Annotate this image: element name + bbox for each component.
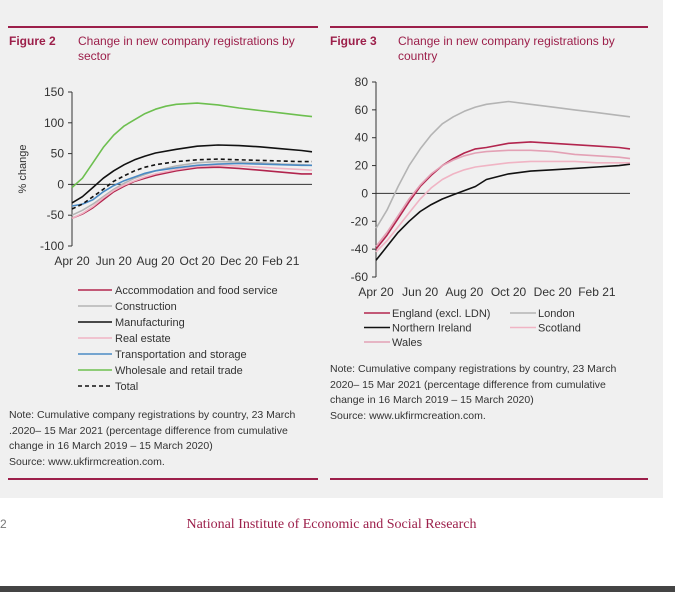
bottom-bar bbox=[0, 586, 675, 592]
note-line: 2020– 15 Mar 2021 (percentage difference… bbox=[330, 378, 606, 391]
figure-3-title-line: Change in new company registrations by bbox=[398, 34, 615, 48]
legend-label: Construction bbox=[115, 301, 177, 313]
publisher-footer: National Institute of Economic and Socia… bbox=[186, 517, 477, 532]
note-line: change in 16 March 2019 – 15 March 2020) bbox=[9, 440, 213, 452]
x-tick-label: Feb 21 bbox=[262, 254, 300, 268]
y-tick-label: 0 bbox=[57, 177, 64, 191]
y-tick-label: 150 bbox=[44, 85, 64, 99]
figure-2-title-line: Change in new company registrations by bbox=[78, 34, 295, 48]
x-tick-label: Jun 20 bbox=[402, 285, 438, 299]
figure-3-title-line: country bbox=[398, 49, 438, 63]
y-tick-label: 20 bbox=[355, 159, 369, 173]
bottom-rule-left bbox=[8, 478, 318, 480]
y-tick-label: -100 bbox=[40, 239, 64, 253]
legend-label: Wholesale and retail trade bbox=[115, 365, 243, 377]
series-line bbox=[375, 149, 631, 247]
y-tick-label: -20 bbox=[351, 214, 369, 228]
series-line bbox=[375, 160, 630, 253]
y-tick-label: -40 bbox=[351, 242, 369, 256]
page-number: 2 bbox=[0, 517, 7, 531]
note-line: .2020– 15 Mar 2021 (percentage differenc… bbox=[9, 424, 288, 437]
x-tick-label: Aug 20 bbox=[136, 254, 174, 268]
x-tick-label: Jun 20 bbox=[96, 254, 132, 268]
x-tick-label: Apr 20 bbox=[54, 254, 90, 268]
figure-3-label: Figure 3 bbox=[330, 34, 377, 48]
legend-label: Accommodation and food service bbox=[115, 285, 278, 297]
y-tick-label: 50 bbox=[51, 147, 65, 161]
legend-label: London bbox=[538, 308, 575, 320]
note-line: Source: www.ukfirmcreation.com. bbox=[330, 409, 486, 422]
legend-label: Scotland bbox=[538, 323, 581, 335]
x-tick-label: Aug 20 bbox=[445, 285, 483, 299]
figure-2-title: Change in new company registrations by s… bbox=[78, 34, 295, 64]
note-line: Note: Cumulative company registrations b… bbox=[330, 363, 617, 375]
y-tick-label: 100 bbox=[44, 116, 64, 130]
y-tick-label: -50 bbox=[47, 208, 65, 222]
x-tick-label: Apr 20 bbox=[358, 285, 394, 299]
y-tick-label: 60 bbox=[355, 103, 369, 117]
top-rule-left bbox=[8, 26, 318, 28]
figure-2-title-line: sector bbox=[78, 49, 111, 63]
top-rule-right bbox=[330, 26, 648, 28]
y-tick-label: 80 bbox=[355, 75, 369, 89]
note-line: Note: Cumulative company registrations b… bbox=[9, 409, 296, 421]
y-axis-label: % change bbox=[17, 145, 29, 194]
charts-canvas: -100 -50 0 50 100 150 Apr 20 Jun 20 Aug 20 Oct 20… bbox=[17, 75, 631, 393]
legend-label: England (excl. LDN) bbox=[392, 308, 490, 320]
x-tick-label: Oct 20 bbox=[180, 254, 216, 268]
legend-label: Total bbox=[115, 381, 138, 393]
figure-3-title: Change in new company registrations by c… bbox=[398, 34, 615, 64]
note-line: change in 16 March 2019 – 15 March 2020) bbox=[330, 394, 534, 406]
figure-3-note: Note: Cumulative company registrations b… bbox=[330, 362, 616, 424]
bottom-rule-right bbox=[330, 478, 648, 480]
legend-label: Wales bbox=[392, 337, 423, 349]
y-tick-label: -60 bbox=[351, 270, 369, 284]
legend-label: Manufacturing bbox=[115, 317, 185, 329]
series-line bbox=[71, 166, 312, 220]
y-tick-label: 0 bbox=[361, 186, 368, 200]
x-tick-label: Dec 20 bbox=[220, 254, 258, 268]
series-line bbox=[71, 164, 313, 220]
x-tick-label: Feb 21 bbox=[578, 285, 616, 299]
series-line bbox=[71, 162, 312, 207]
legend-label: Northern Ireland bbox=[392, 323, 472, 335]
x-tick-label: Oct 20 bbox=[491, 285, 527, 299]
legend-label: Transportation and storage bbox=[115, 349, 247, 361]
series-line bbox=[375, 163, 631, 261]
series-line bbox=[375, 141, 631, 250]
report-panel bbox=[0, 0, 663, 498]
x-tick-label: Dec 20 bbox=[534, 285, 572, 299]
figure-2-label: Figure 2 bbox=[9, 34, 56, 48]
series-line bbox=[375, 100, 631, 229]
series-line bbox=[71, 102, 313, 189]
figure-2-note: Note: Cumulative company registrations b… bbox=[9, 408, 295, 470]
note-line: Source: www.ukfirmcreation.com. bbox=[9, 455, 165, 468]
legend-label: Real estate bbox=[115, 333, 171, 345]
y-tick-label: 40 bbox=[355, 131, 369, 145]
series-line bbox=[71, 144, 313, 204]
